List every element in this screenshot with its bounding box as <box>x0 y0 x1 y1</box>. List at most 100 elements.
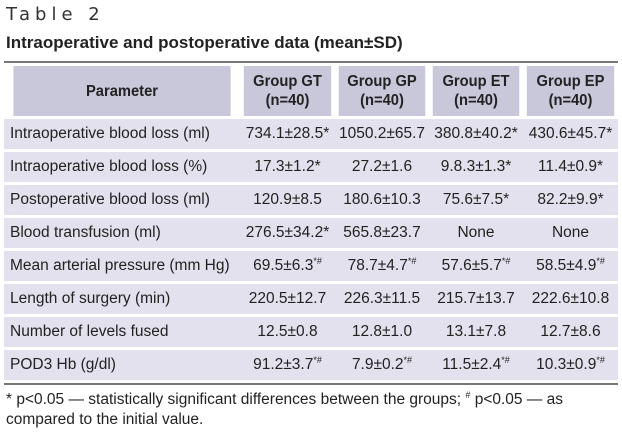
column-header-parameter: Parameter <box>13 66 231 116</box>
cell-value: None <box>551 224 590 241</box>
significance-marker: *# <box>313 256 322 266</box>
cell-group-et: 13.1±7.8 <box>429 317 523 347</box>
row-parameter-label: Intraoperative blood loss (ml) <box>4 119 240 149</box>
cell-group-gp: 78.7±4.7*# <box>335 251 429 281</box>
cell-value: 17.3±1.2* <box>254 158 321 175</box>
footnote-hash-marker: # <box>465 390 471 400</box>
cell-value: 120.9±8.5 <box>253 191 322 208</box>
significance-marker: *# <box>596 355 605 365</box>
significance-marker: *# <box>403 355 413 365</box>
cell-group-gp: 27.2±1.6 <box>335 152 429 182</box>
cell-value: 69.5±6.3 <box>253 257 314 274</box>
table-row: Number of levels fused 12.5±0.8 12.8±1.0 13… <box>4 317 618 347</box>
cell-group-gt: 12.5±0.8 <box>240 317 335 347</box>
significance-marker: *# <box>501 355 510 365</box>
cell-group-gt: 276.5±34.2* <box>240 218 335 248</box>
cell-group-gt: 91.2±3.7*# <box>240 350 335 380</box>
significance-marker: *# <box>596 256 605 266</box>
cell-value: 220.5±12.7 <box>248 290 327 307</box>
cell-group-et: None <box>429 218 523 248</box>
cell-group-et: 215.7±13.7 <box>429 284 523 314</box>
table-label: Table 2 <box>6 4 105 25</box>
cell-group-gp: 1050.2±65.7 <box>335 119 429 149</box>
row-parameter-label: Intraoperative blood loss (%) <box>4 152 240 182</box>
cell-value: 215.7±13.7 <box>437 290 515 307</box>
cell-value: 10.3±0.9 <box>536 356 597 373</box>
column-header-group-et: Group ET (n=40) <box>432 66 520 116</box>
column-header-group-gt: Group GT (n=40) <box>243 66 332 116</box>
footnote-text-1: * p<0.05 — statistically significant dif… <box>6 391 466 408</box>
cell-value: 78.7±4.7 <box>347 257 408 274</box>
cell-group-et: 11.5±2.4*# <box>429 350 523 380</box>
cell-value: 11.4±0.9* <box>537 158 604 175</box>
cell-value: 222.6±10.8 <box>531 290 610 307</box>
table-row: Mean arterial pressure (mm Hg) 69.5±6.3*#… <box>4 251 618 281</box>
row-parameter-label: Length of surgery (min) <box>4 284 240 314</box>
cell-group-gt: 220.5±12.7 <box>240 284 335 314</box>
cell-group-et: 380.8±40.2* <box>429 119 523 149</box>
cell-value: 13.1±7.8 <box>445 323 507 340</box>
cell-value: 380.8±40.2* <box>434 125 518 142</box>
cell-group-gp: 180.6±10.3 <box>335 185 429 215</box>
cell-value: 180.6±10.3 <box>343 191 421 208</box>
cell-group-ep: 12.7±8.6 <box>523 317 618 347</box>
significance-marker: *# <box>313 355 322 365</box>
cell-value: 75.6±7.5* <box>442 191 510 208</box>
table-footnote: * p<0.05 — statistically significant dif… <box>6 390 618 430</box>
cell-value: 9.8.3±1.3* <box>440 158 512 175</box>
column-header-group-gp: Group GP (n=40) <box>338 66 426 116</box>
cell-value: 226.3±11.5 <box>343 290 421 307</box>
cell-group-gp: 7.9±0.2*# <box>335 350 429 380</box>
cell-value: 12.5±0.8 <box>257 323 318 340</box>
table-title: Intraoperative and postoperative data (m… <box>6 33 403 52</box>
cell-value: 7.9±0.2 <box>351 356 404 373</box>
cell-group-et: 75.6±7.5* <box>429 185 523 215</box>
table-row: Blood transfusion (ml) 276.5±34.2* 565.8±2… <box>4 218 618 248</box>
significance-marker: *# <box>501 256 511 266</box>
cell-group-ep: 82.2±9.9* <box>523 185 618 215</box>
cell-group-et: 57.6±5.7*# <box>429 251 523 281</box>
cell-group-et: 9.8.3±1.3* <box>429 152 523 182</box>
data-table: Parameter Group GT (n=40) Group GP (n=40) … <box>4 63 618 383</box>
cell-value: 12.8±1.0 <box>351 323 413 340</box>
cell-value: 276.5±34.2* <box>245 224 330 241</box>
row-parameter-label: POD3 Hb (g/dl) <box>4 350 240 380</box>
footnote-text-2: p<0.05 — as compared to the initial valu… <box>6 391 564 428</box>
cell-value: None <box>457 224 495 241</box>
cell-value: 734.1±28.5* <box>245 125 330 142</box>
cell-value: 82.2±9.9* <box>537 191 604 208</box>
cell-group-gp: 226.3±11.5 <box>335 284 429 314</box>
cell-value: 12.7±8.6 <box>540 323 601 340</box>
table-row: Length of surgery (min) 220.5±12.7 226.3±1… <box>4 284 618 314</box>
table-row: POD3 Hb (g/dl) 91.2±3.7*# 7.9±0.2*# 11.5±2.… <box>4 350 618 380</box>
cell-group-gp: 565.8±23.7 <box>335 218 429 248</box>
cell-group-gt: 734.1±28.5* <box>240 119 335 149</box>
row-parameter-label: Number of levels fused <box>4 317 240 347</box>
cell-group-ep: 58.5±4.9*# <box>523 251 618 281</box>
cell-group-ep: 11.4±0.9* <box>523 152 618 182</box>
cell-value: 430.6±45.7* <box>528 125 613 142</box>
cell-group-gt: 120.9±8.5 <box>240 185 335 215</box>
cell-group-ep: 222.6±10.8 <box>523 284 618 314</box>
table-header-row: Parameter Group GT (n=40) Group GP (n=40) … <box>4 66 618 116</box>
cell-group-ep: 10.3±0.9*# <box>523 350 618 380</box>
cell-value: 11.5±2.4 <box>442 356 502 373</box>
row-parameter-label: Postoperative blood loss (ml) <box>4 185 240 215</box>
cell-value: 1050.2±65.7 <box>338 125 426 142</box>
table-row: Intraoperative blood loss (ml) 734.1±28.5… <box>4 119 618 149</box>
cell-value: 27.2±1.6 <box>351 158 413 175</box>
cell-group-gt: 17.3±1.2* <box>240 152 335 182</box>
cell-group-ep: None <box>523 218 618 248</box>
cell-value: 58.5±4.9 <box>536 257 597 274</box>
cell-group-ep: 430.6±45.7* <box>523 119 618 149</box>
cell-value: 57.6±5.7 <box>441 257 502 274</box>
row-parameter-label: Mean arterial pressure (mm Hg) <box>4 251 240 281</box>
significance-marker: *# <box>407 256 417 266</box>
cell-value: 565.8±23.7 <box>343 224 421 241</box>
column-header-group-ep: Group EP (n=40) <box>526 66 615 116</box>
data-table-frame: Parameter Group GT (n=40) Group GP (n=40) … <box>4 61 618 385</box>
cell-group-gt: 69.5±6.3*# <box>240 251 335 281</box>
cell-value: 91.2±3.7 <box>253 356 314 373</box>
cell-group-gp: 12.8±1.0 <box>335 317 429 347</box>
